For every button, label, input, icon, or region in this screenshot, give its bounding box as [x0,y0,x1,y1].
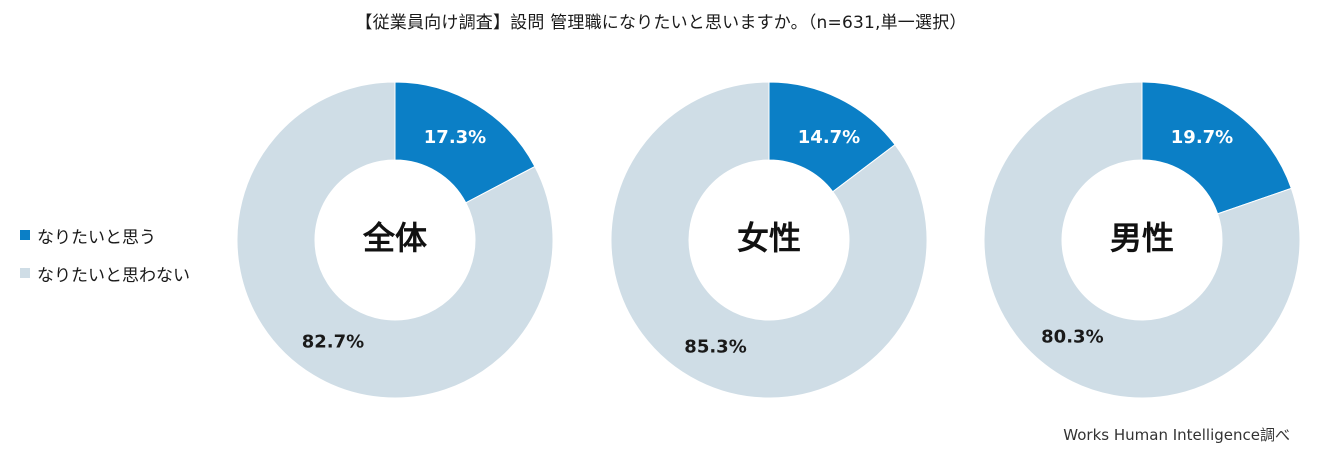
donut-2-slice-0 [1141,81,1292,215]
donut-1-label-0: 14.7% [798,127,860,148]
legend-label-no: なりたいと思わない [37,265,190,286]
legend-item-no: なりたいと思わない [20,254,190,292]
donut-0-label-0: 17.3% [424,127,486,148]
chart-title: 【従業員向け調査】設問 管理職になりたいと思いますか。（n=631,単一選択） [355,13,967,33]
legend-swatch-yes [20,230,30,240]
donut-0-center-label: 全体 [362,219,427,257]
legend-item-yes: なりたいと思う [20,216,190,254]
source-note: Works Human Intelligence調べ [1063,426,1290,444]
legend-swatch-no [20,268,30,278]
donut-1-center-label: 女性 [737,219,801,257]
donut-0-slice-1 [236,81,554,399]
donut-2-label-0: 19.7% [1171,127,1233,148]
legend: なりたいと思う なりたいと思わない [20,216,190,292]
donut-1-slice-1 [610,81,928,399]
donut-2-label-1: 80.3% [1041,327,1103,348]
legend-label-yes: なりたいと思う [37,227,156,248]
donut-2-slice-1 [983,81,1301,399]
donut-0-slice-0 [394,81,536,204]
donut-0-label-1: 82.7% [302,332,364,353]
donut-2-center-label: 男性 [1110,219,1174,257]
donut-1-label-1: 85.3% [684,336,746,357]
